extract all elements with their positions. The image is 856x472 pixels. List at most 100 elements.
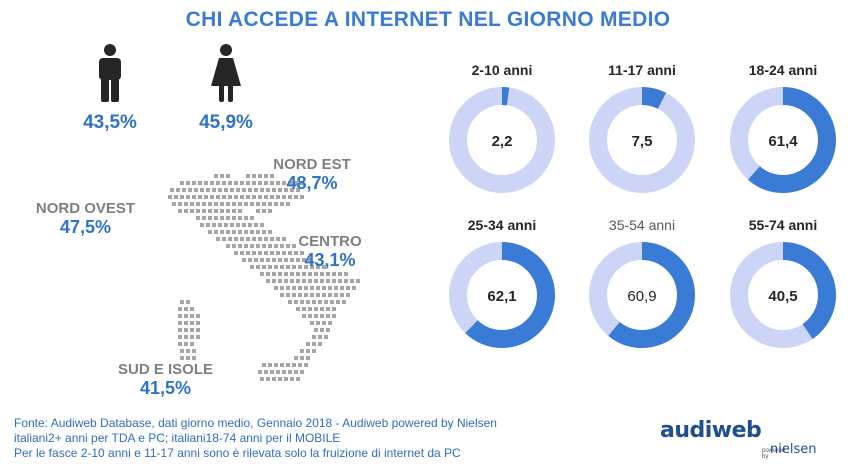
map-dot (272, 272, 276, 276)
map-dot (170, 188, 174, 192)
map-dot (230, 223, 234, 227)
map-dot (262, 244, 266, 248)
map-dot (270, 195, 274, 199)
map-dot (204, 181, 208, 185)
map-dot (178, 209, 182, 213)
map-dot (218, 188, 222, 192)
donut-value-label: 2,2 (492, 133, 513, 150)
map-dot (262, 265, 266, 269)
map-dot (192, 195, 196, 199)
map-dot (180, 356, 184, 360)
map-dot (326, 279, 330, 283)
map-dot (236, 223, 240, 227)
map-dot (208, 209, 212, 213)
map-dot (282, 237, 286, 241)
map-dot (304, 363, 308, 367)
map-dot (224, 188, 228, 192)
map-dot (180, 181, 184, 185)
map-dot (278, 258, 282, 262)
map-dot (250, 244, 254, 248)
map-dot (226, 244, 230, 248)
map-dot (310, 293, 314, 297)
donut-value-arc (449, 242, 555, 348)
map-dot (312, 335, 316, 339)
map-dot (232, 230, 236, 234)
map-dot (350, 279, 354, 283)
map-dot (216, 195, 220, 199)
map-dot (280, 265, 284, 269)
map-dot (180, 300, 184, 304)
map-dot (258, 237, 262, 241)
map-dot (226, 174, 230, 178)
map-dot (184, 202, 188, 206)
map-dot (314, 307, 318, 311)
map-dot (242, 223, 246, 227)
map-dot (196, 314, 200, 318)
map-dot (196, 328, 200, 332)
map-dot (266, 258, 270, 262)
map-dot (264, 237, 268, 241)
map-dot (244, 244, 248, 248)
map-dot (246, 181, 250, 185)
donut-category-label: 11-17 anni (608, 62, 676, 78)
map-dot (296, 272, 300, 276)
map-dot (352, 286, 356, 290)
map-dot (184, 321, 188, 325)
map-dot (210, 195, 214, 199)
region-name: CENTRO (298, 233, 362, 250)
map-dot (274, 363, 278, 367)
map-dot (276, 370, 280, 374)
map-dot (184, 307, 188, 311)
region-value: 41,5% (139, 378, 192, 398)
donut-value-arc (589, 87, 695, 193)
map-dot (278, 272, 282, 276)
map-dot (252, 181, 256, 185)
map-dot (190, 321, 194, 325)
map-dot (246, 195, 250, 199)
map-dot (306, 356, 310, 360)
map-dot (278, 188, 282, 192)
map-dot (286, 293, 290, 297)
map-dot (286, 244, 290, 248)
map-dot (192, 349, 196, 353)
map-dot (274, 265, 278, 269)
map-dot (264, 195, 268, 199)
map-dot (332, 272, 336, 276)
map-dot (184, 328, 188, 332)
region-name: NORD OVEST (35, 200, 136, 217)
map-dot (326, 272, 330, 276)
map-dot (192, 181, 196, 185)
map-dot (284, 279, 288, 283)
map-dot (178, 342, 182, 346)
map-dot (290, 279, 294, 283)
map-dot (234, 237, 238, 241)
map-dot (178, 321, 182, 325)
map-dot (258, 251, 262, 255)
map-dot (272, 377, 276, 381)
map-dot (276, 237, 280, 241)
map-dot (190, 342, 194, 346)
map-dot (248, 223, 252, 227)
map-dot (214, 209, 218, 213)
map-dot (240, 195, 244, 199)
map-dot (310, 286, 314, 290)
map-dot (238, 209, 242, 213)
map-dot (326, 314, 330, 318)
map-dot (296, 377, 300, 381)
region-nord-est: NORD EST 48,7% (262, 156, 362, 194)
map-dot (334, 293, 338, 297)
map-dot (186, 300, 190, 304)
map-dot (184, 342, 188, 346)
map-dot (258, 174, 262, 178)
map-dot (190, 314, 194, 318)
map-dot (238, 244, 242, 248)
donut-value-arc (449, 87, 555, 193)
donut-11-17-anni: 11-17 anni 7,5 (572, 60, 712, 200)
map-dot (246, 251, 250, 255)
map-dot (336, 300, 340, 304)
map-dot (308, 307, 312, 311)
map-dot (262, 202, 266, 206)
donut-35-54-anni: 35-54 anni 60,9 (572, 215, 712, 355)
map-dot (214, 216, 218, 220)
map-dot (280, 363, 284, 367)
